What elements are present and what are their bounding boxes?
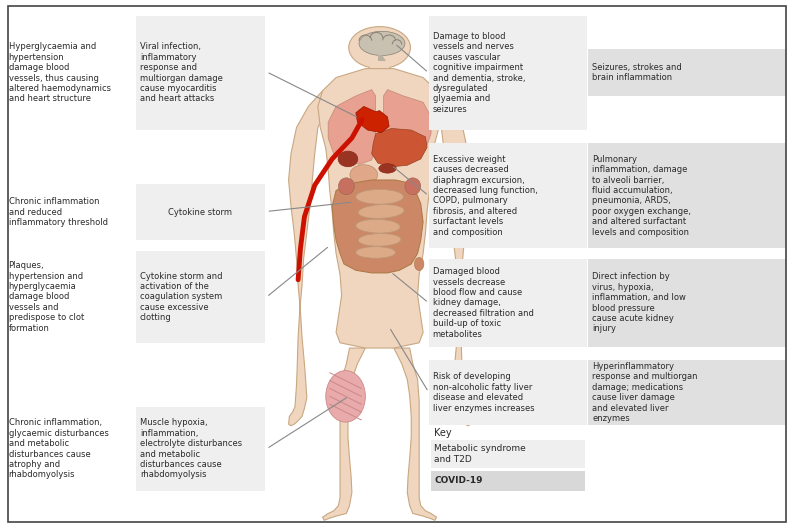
Polygon shape xyxy=(356,107,389,133)
Ellipse shape xyxy=(356,247,395,258)
Text: Damage to blood
vessels and nerves
causes vascular
cognitive impairment
and deme: Damage to blood vessels and nerves cause… xyxy=(433,32,525,114)
Ellipse shape xyxy=(356,219,400,233)
FancyBboxPatch shape xyxy=(588,259,786,347)
Polygon shape xyxy=(370,56,389,69)
FancyBboxPatch shape xyxy=(429,143,587,248)
Polygon shape xyxy=(378,55,386,61)
Text: Metabolic syndrome
and T2D: Metabolic syndrome and T2D xyxy=(434,445,526,464)
Polygon shape xyxy=(423,91,471,426)
Text: Seizures, strokes and
brain inflammation: Seizures, strokes and brain inflammation xyxy=(592,63,682,82)
FancyBboxPatch shape xyxy=(429,15,587,130)
FancyBboxPatch shape xyxy=(429,360,587,425)
Ellipse shape xyxy=(359,31,405,55)
Text: Chronic inflammation
and reduced
inflammatory threshold: Chronic inflammation and reduced inflamm… xyxy=(9,197,107,227)
Text: Cytokine storm and
activation of the
coagulation system
cause excessive
clotting: Cytokine storm and activation of the coa… xyxy=(140,271,222,322)
FancyBboxPatch shape xyxy=(588,143,786,248)
FancyBboxPatch shape xyxy=(136,184,265,240)
Ellipse shape xyxy=(349,26,410,69)
Text: Hyperinflammatory
response and multiorgan
damage; medications
cause liver damage: Hyperinflammatory response and multiorga… xyxy=(592,362,698,423)
Text: Viral infection,
inflammatory
response and
multiorgan damage
cause myocarditis
a: Viral infection, inflammatory response a… xyxy=(140,42,223,103)
Polygon shape xyxy=(322,348,365,520)
Text: Excessive weight
causes decreased
diaphragm excursion,
decreased lung function,
: Excessive weight causes decreased diaphr… xyxy=(433,155,538,237)
Text: Muscle hypoxia,
inflammation,
electrolyte disturbances
and metabolic
disturbance: Muscle hypoxia, inflammation, electrolyt… xyxy=(140,418,242,479)
Ellipse shape xyxy=(405,178,421,195)
FancyBboxPatch shape xyxy=(431,440,585,468)
FancyBboxPatch shape xyxy=(136,251,265,343)
Ellipse shape xyxy=(414,258,424,270)
Text: Chronic inflammation,
glycaemic disturbances
and metabolic
disturbances cause
at: Chronic inflammation, glycaemic disturba… xyxy=(9,418,109,479)
Ellipse shape xyxy=(350,165,378,185)
Text: Risk of developing
non-alcoholic fatty liver
disease and elevated
liver enzymes : Risk of developing non-alcoholic fatty l… xyxy=(433,372,534,412)
Text: Cytokine storm: Cytokine storm xyxy=(168,208,233,216)
Text: Key: Key xyxy=(434,428,452,438)
Ellipse shape xyxy=(338,151,358,167)
Text: Direct infection by
virus, hypoxia,
inflammation, and low
blood pressure
cause a: Direct infection by virus, hypoxia, infl… xyxy=(592,272,686,333)
Text: Damaged blood
vessels decrease
blood flow and cause
kidney damage,
decreased fil: Damaged blood vessels decrease blood flo… xyxy=(433,267,534,338)
FancyBboxPatch shape xyxy=(136,407,265,491)
Ellipse shape xyxy=(326,371,365,422)
FancyBboxPatch shape xyxy=(431,471,585,491)
Polygon shape xyxy=(384,90,431,163)
FancyBboxPatch shape xyxy=(429,259,587,347)
Polygon shape xyxy=(328,90,376,164)
Ellipse shape xyxy=(358,204,404,219)
Polygon shape xyxy=(332,180,423,273)
Text: Hyperglycaemia and
hypertension
damage blood
vessels, thus causing
altered haemo: Hyperglycaemia and hypertension damage b… xyxy=(9,42,110,103)
Ellipse shape xyxy=(358,233,401,246)
Text: Plaques,
hypertension and
hyperglycaemia
damage blood
vessels and
predispose to : Plaques, hypertension and hyperglycaemia… xyxy=(9,261,83,333)
Polygon shape xyxy=(372,128,427,167)
FancyBboxPatch shape xyxy=(588,360,786,425)
Ellipse shape xyxy=(379,164,396,173)
Polygon shape xyxy=(288,91,336,426)
Ellipse shape xyxy=(356,190,403,204)
Polygon shape xyxy=(318,69,441,348)
Text: COVID-19: COVID-19 xyxy=(434,476,483,485)
FancyBboxPatch shape xyxy=(136,15,265,130)
Text: Pulmonary
inflammation, damage
to alveoli barrier,
fluid accumulation,
pneumonia: Pulmonary inflammation, damage to alveol… xyxy=(592,155,692,237)
Ellipse shape xyxy=(338,178,354,195)
FancyBboxPatch shape xyxy=(588,49,786,96)
Polygon shape xyxy=(394,348,437,520)
